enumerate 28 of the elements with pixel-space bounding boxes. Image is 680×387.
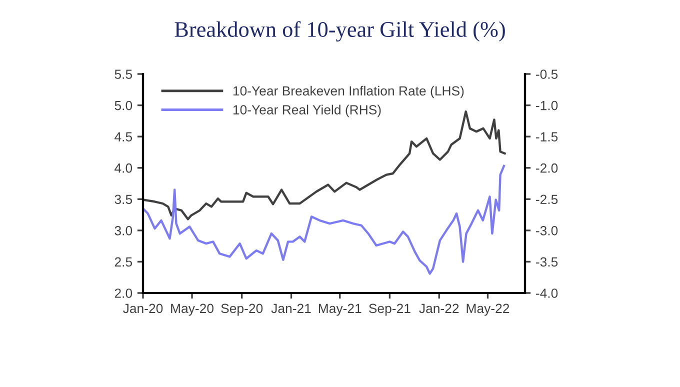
y-tick-label: 2.0 xyxy=(114,288,132,298)
y-tick-label: 4.0 xyxy=(114,163,132,173)
y-tick-label: 3.0 xyxy=(114,226,132,236)
y2-tick-label: -0.5 xyxy=(536,70,558,79)
x-tick-label: May-22 xyxy=(466,304,510,316)
y2-tick-label: -4.0 xyxy=(536,288,558,298)
legend-label: 10-Year Real Yield (RHS) xyxy=(233,104,381,118)
x-tick-label: May-20 xyxy=(171,304,214,316)
y-tick-label: 3.5 xyxy=(114,194,132,204)
y2-tick-label: -1.0 xyxy=(536,100,558,110)
x-tick-label: Jan-21 xyxy=(271,304,311,314)
x-tick-label: Sep-21 xyxy=(369,304,410,316)
x-tick-label: Jan-22 xyxy=(419,304,459,314)
chart-title: Breakdown of 10-year Gilt Yield (%) xyxy=(174,21,505,42)
line-series xyxy=(143,164,506,275)
y-tick-label: 5.0 xyxy=(114,100,132,110)
y2-tick-label: -2.0 xyxy=(536,163,558,173)
y2-tick-label: -3.5 xyxy=(536,257,558,267)
x-tick-label: Sep-20 xyxy=(221,304,263,316)
y-tick-label: 5.5 xyxy=(114,70,132,79)
y2-tick-label: -2.5 xyxy=(536,194,558,204)
y-tick-label: 2.5 xyxy=(114,257,132,267)
y2-tick-label: -3.0 xyxy=(536,226,558,236)
legend-label: 10-Year Breakeven Inflation Rate (LHS) xyxy=(233,86,464,98)
x-tick-label: May-21 xyxy=(318,304,362,316)
x-tick-label: Jan-20 xyxy=(123,304,163,314)
y2-tick-label: -1.5 xyxy=(536,132,558,142)
y-tick-label: 4.5 xyxy=(114,132,132,142)
